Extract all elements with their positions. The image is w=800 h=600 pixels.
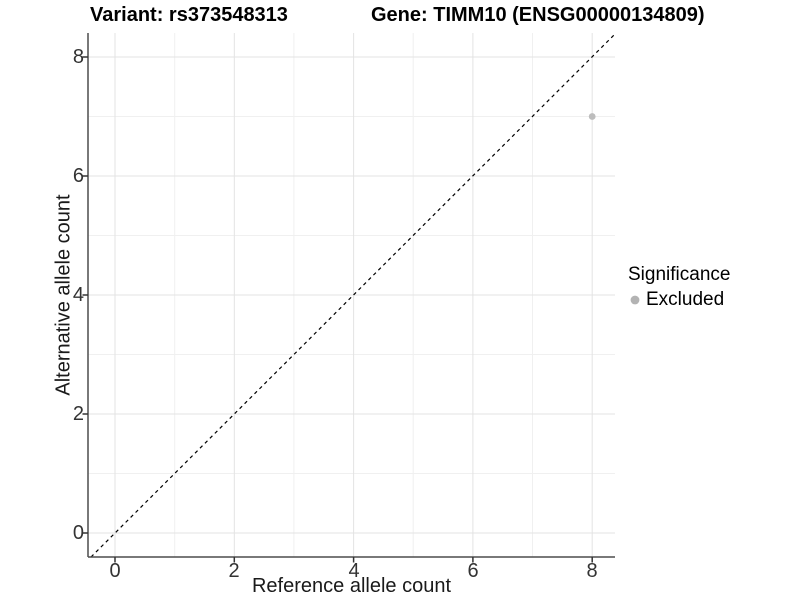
grid-minor-horizontal (88, 116, 615, 474)
x-tick-label-8: 8 (586, 560, 598, 582)
y-tick-label-6: 6 (72, 165, 84, 187)
x-tick-label-0: 0 (109, 560, 121, 582)
x-tick-label-2: 2 (228, 560, 240, 582)
plot-title-variant: Variant: rs373548313 (90, 4, 288, 26)
y-tick-label-4: 4 (72, 284, 84, 306)
legend-swatch-excluded-icon (630, 295, 640, 305)
x-tick-label-4: 4 (348, 560, 360, 582)
x-axis-title: Reference allele count (251, 575, 451, 597)
y-tick-marks (82, 56, 88, 534)
legend: Significance Excluded (628, 264, 730, 311)
y-tick-label-8: 8 (72, 46, 84, 68)
plot-title-gene: Gene: TIMM10 (ENSG00000134809) (371, 4, 705, 26)
legend-item-excluded: Excluded (628, 289, 730, 311)
data-point-excluded (588, 113, 596, 120)
grid-major-horizontal (88, 56, 615, 534)
x-tick-marks (114, 557, 593, 563)
legend-title: Significance (628, 264, 731, 285)
identity-dashed-line (90, 33, 616, 558)
legend-label-excluded: Excluded (646, 289, 725, 310)
y-tick-label-0: 0 (72, 522, 84, 544)
y-tick-label-2: 2 (72, 403, 84, 425)
x-tick-label-6: 6 (467, 560, 479, 582)
